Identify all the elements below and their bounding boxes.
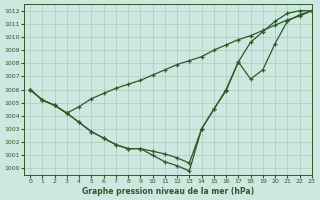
- X-axis label: Graphe pression niveau de la mer (hPa): Graphe pression niveau de la mer (hPa): [82, 187, 254, 196]
